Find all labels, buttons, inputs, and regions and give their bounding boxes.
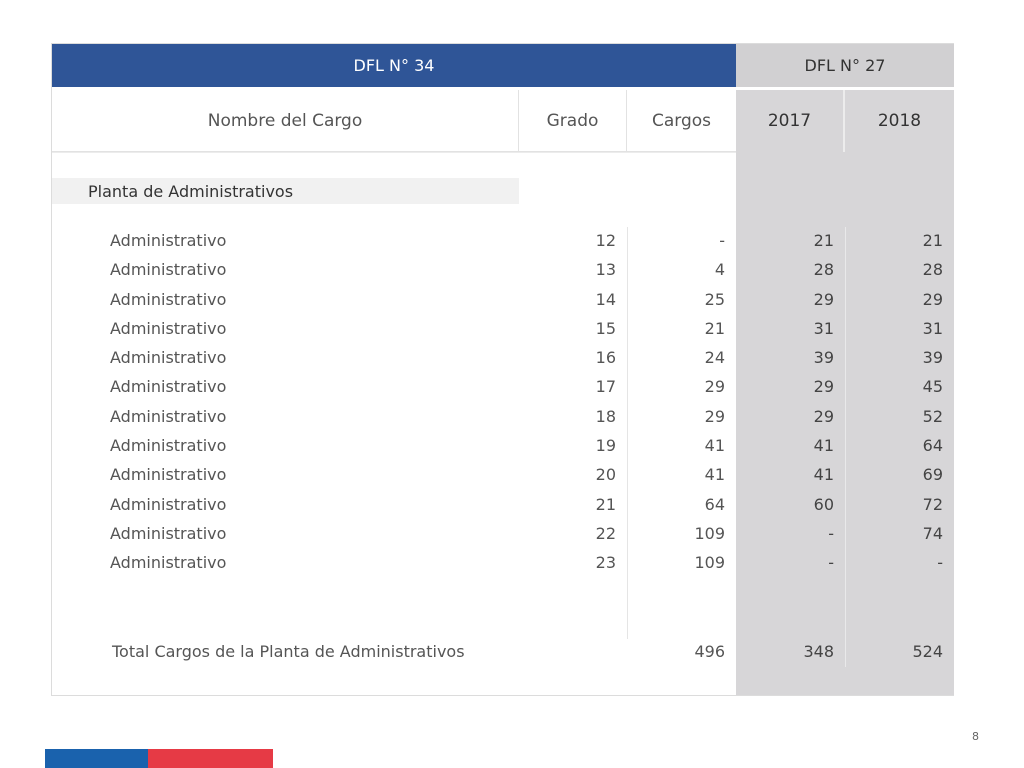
cell-name: Administrativo xyxy=(110,465,227,485)
cell-2017: 21 xyxy=(813,231,834,250)
cell-grado: 14 xyxy=(595,289,616,309)
cell-2017: 28 xyxy=(813,260,834,280)
cell-2017: - xyxy=(828,553,834,573)
cell-2018: 21 xyxy=(922,231,943,250)
cell-2018: 64 xyxy=(922,436,943,456)
header-dfl27: DFL N° 27 xyxy=(736,44,954,87)
cell-2018: 29 xyxy=(922,289,943,309)
cell-2017: 60 xyxy=(813,494,834,514)
cell-2018: 28 xyxy=(922,260,943,280)
footer-bar-blue xyxy=(45,749,148,768)
footer-bar-red xyxy=(148,749,273,768)
table-row: Administrativo 14 25 29 29 xyxy=(52,287,954,316)
cell-2017: 39 xyxy=(813,348,834,368)
cell-name: Administrativo xyxy=(110,406,227,426)
cell-cargos: 25 xyxy=(704,289,725,309)
column-header-2017: 2017 xyxy=(736,90,845,152)
cell-2017: 31 xyxy=(813,318,834,338)
cell-name: Administrativo xyxy=(110,289,227,309)
cell-name: Administrativo xyxy=(110,377,227,397)
cell-cargos: - xyxy=(719,231,725,250)
cell-name: Administrativo xyxy=(110,260,227,280)
cell-name: Administrativo xyxy=(110,231,227,250)
table-row: Administrativo 22 109 - 74 xyxy=(52,521,954,550)
table-row: Administrativo 23 109 - - xyxy=(52,550,954,579)
cell-2018: 74 xyxy=(922,523,943,543)
column-divider-2017-2018 xyxy=(845,227,846,667)
cell-grado: 15 xyxy=(595,318,616,338)
column-header-cargos: Cargos xyxy=(627,90,736,152)
cell-name: Administrativo xyxy=(110,436,227,456)
cell-2017: 29 xyxy=(813,377,834,397)
table-row: Administrativo 16 24 39 39 xyxy=(52,345,954,374)
cell-2017: - xyxy=(828,523,834,543)
cell-name: Administrativo xyxy=(110,523,227,543)
column-header-grado: Grado xyxy=(519,90,627,152)
cell-2018: 39 xyxy=(922,348,943,368)
cell-grado: 22 xyxy=(595,523,616,543)
cell-cargos: 109 xyxy=(694,523,725,543)
cell-2018: 72 xyxy=(922,494,943,514)
cell-cargos: 29 xyxy=(704,406,725,426)
cell-name: Administrativo xyxy=(110,318,227,338)
column-header-name: Nombre del Cargo xyxy=(52,90,519,152)
cell-2018: - xyxy=(937,553,943,573)
cell-cargos: 41 xyxy=(704,465,725,485)
table-row: Administrativo 19 41 41 64 xyxy=(52,433,954,462)
table-row: Administrativo 13 4 28 28 xyxy=(52,257,954,286)
column-divider-grado-cargos xyxy=(627,227,628,639)
table-row: Administrativo 15 21 31 31 xyxy=(52,316,954,345)
section-title: Planta de Administrativos xyxy=(52,178,519,204)
total-cargos: 496 xyxy=(694,642,725,661)
cell-cargos: 109 xyxy=(694,553,725,573)
cell-2017: 41 xyxy=(813,436,834,456)
header-separator xyxy=(52,152,736,153)
cell-grado: 13 xyxy=(595,260,616,280)
page-number: 8 xyxy=(972,730,979,743)
table-body: Administrativo 12 - 21 21 Administrativo… xyxy=(52,228,954,580)
cell-grado: 19 xyxy=(595,436,616,456)
cell-2017: 41 xyxy=(813,465,834,485)
cell-cargos: 24 xyxy=(704,348,725,368)
cell-grado: 20 xyxy=(595,465,616,485)
table-row: Administrativo 21 64 60 72 xyxy=(52,492,954,521)
cell-cargos: 4 xyxy=(714,260,725,280)
cell-name: Administrativo xyxy=(110,348,227,368)
cell-grado: 17 xyxy=(595,377,616,397)
table-row: Administrativo 18 29 29 52 xyxy=(52,404,954,433)
cell-grado: 12 xyxy=(595,231,616,250)
cell-grado: 18 xyxy=(595,406,616,426)
cell-2018: 69 xyxy=(922,465,943,485)
total-row: Total Cargos de la Planta de Administrat… xyxy=(52,640,954,664)
table-frame: DFL N° 34 DFL N° 27 Nombre del Cargo Gra… xyxy=(51,43,954,696)
cell-grado: 16 xyxy=(595,348,616,368)
cell-2018: 45 xyxy=(922,377,943,397)
cell-grado: 23 xyxy=(595,553,616,573)
cell-cargos: 29 xyxy=(704,377,725,397)
cell-2017: 29 xyxy=(813,406,834,426)
cell-name: Administrativo xyxy=(110,494,227,514)
header-divider xyxy=(52,87,954,90)
table-row: Administrativo 12 - 21 21 xyxy=(52,228,954,257)
cell-2017: 29 xyxy=(813,289,834,309)
cell-cargos: 41 xyxy=(704,436,725,456)
table-row: Administrativo 20 41 41 69 xyxy=(52,462,954,491)
column-header-2018: 2018 xyxy=(877,111,922,131)
cell-2018: 52 xyxy=(922,406,943,426)
cell-grado: 21 xyxy=(595,494,616,514)
total-label: Total Cargos de la Planta de Administrat… xyxy=(112,642,465,661)
table-row: Administrativo 17 29 29 45 xyxy=(52,374,954,403)
total-2018: 524 xyxy=(912,642,943,661)
cell-cargos: 21 xyxy=(704,318,725,338)
cell-2018: 31 xyxy=(922,318,943,338)
cell-name: Administrativo xyxy=(110,553,227,573)
cell-cargos: 64 xyxy=(704,494,725,514)
header-dfl34: DFL N° 34 xyxy=(52,44,736,87)
total-2017: 348 xyxy=(803,642,834,661)
